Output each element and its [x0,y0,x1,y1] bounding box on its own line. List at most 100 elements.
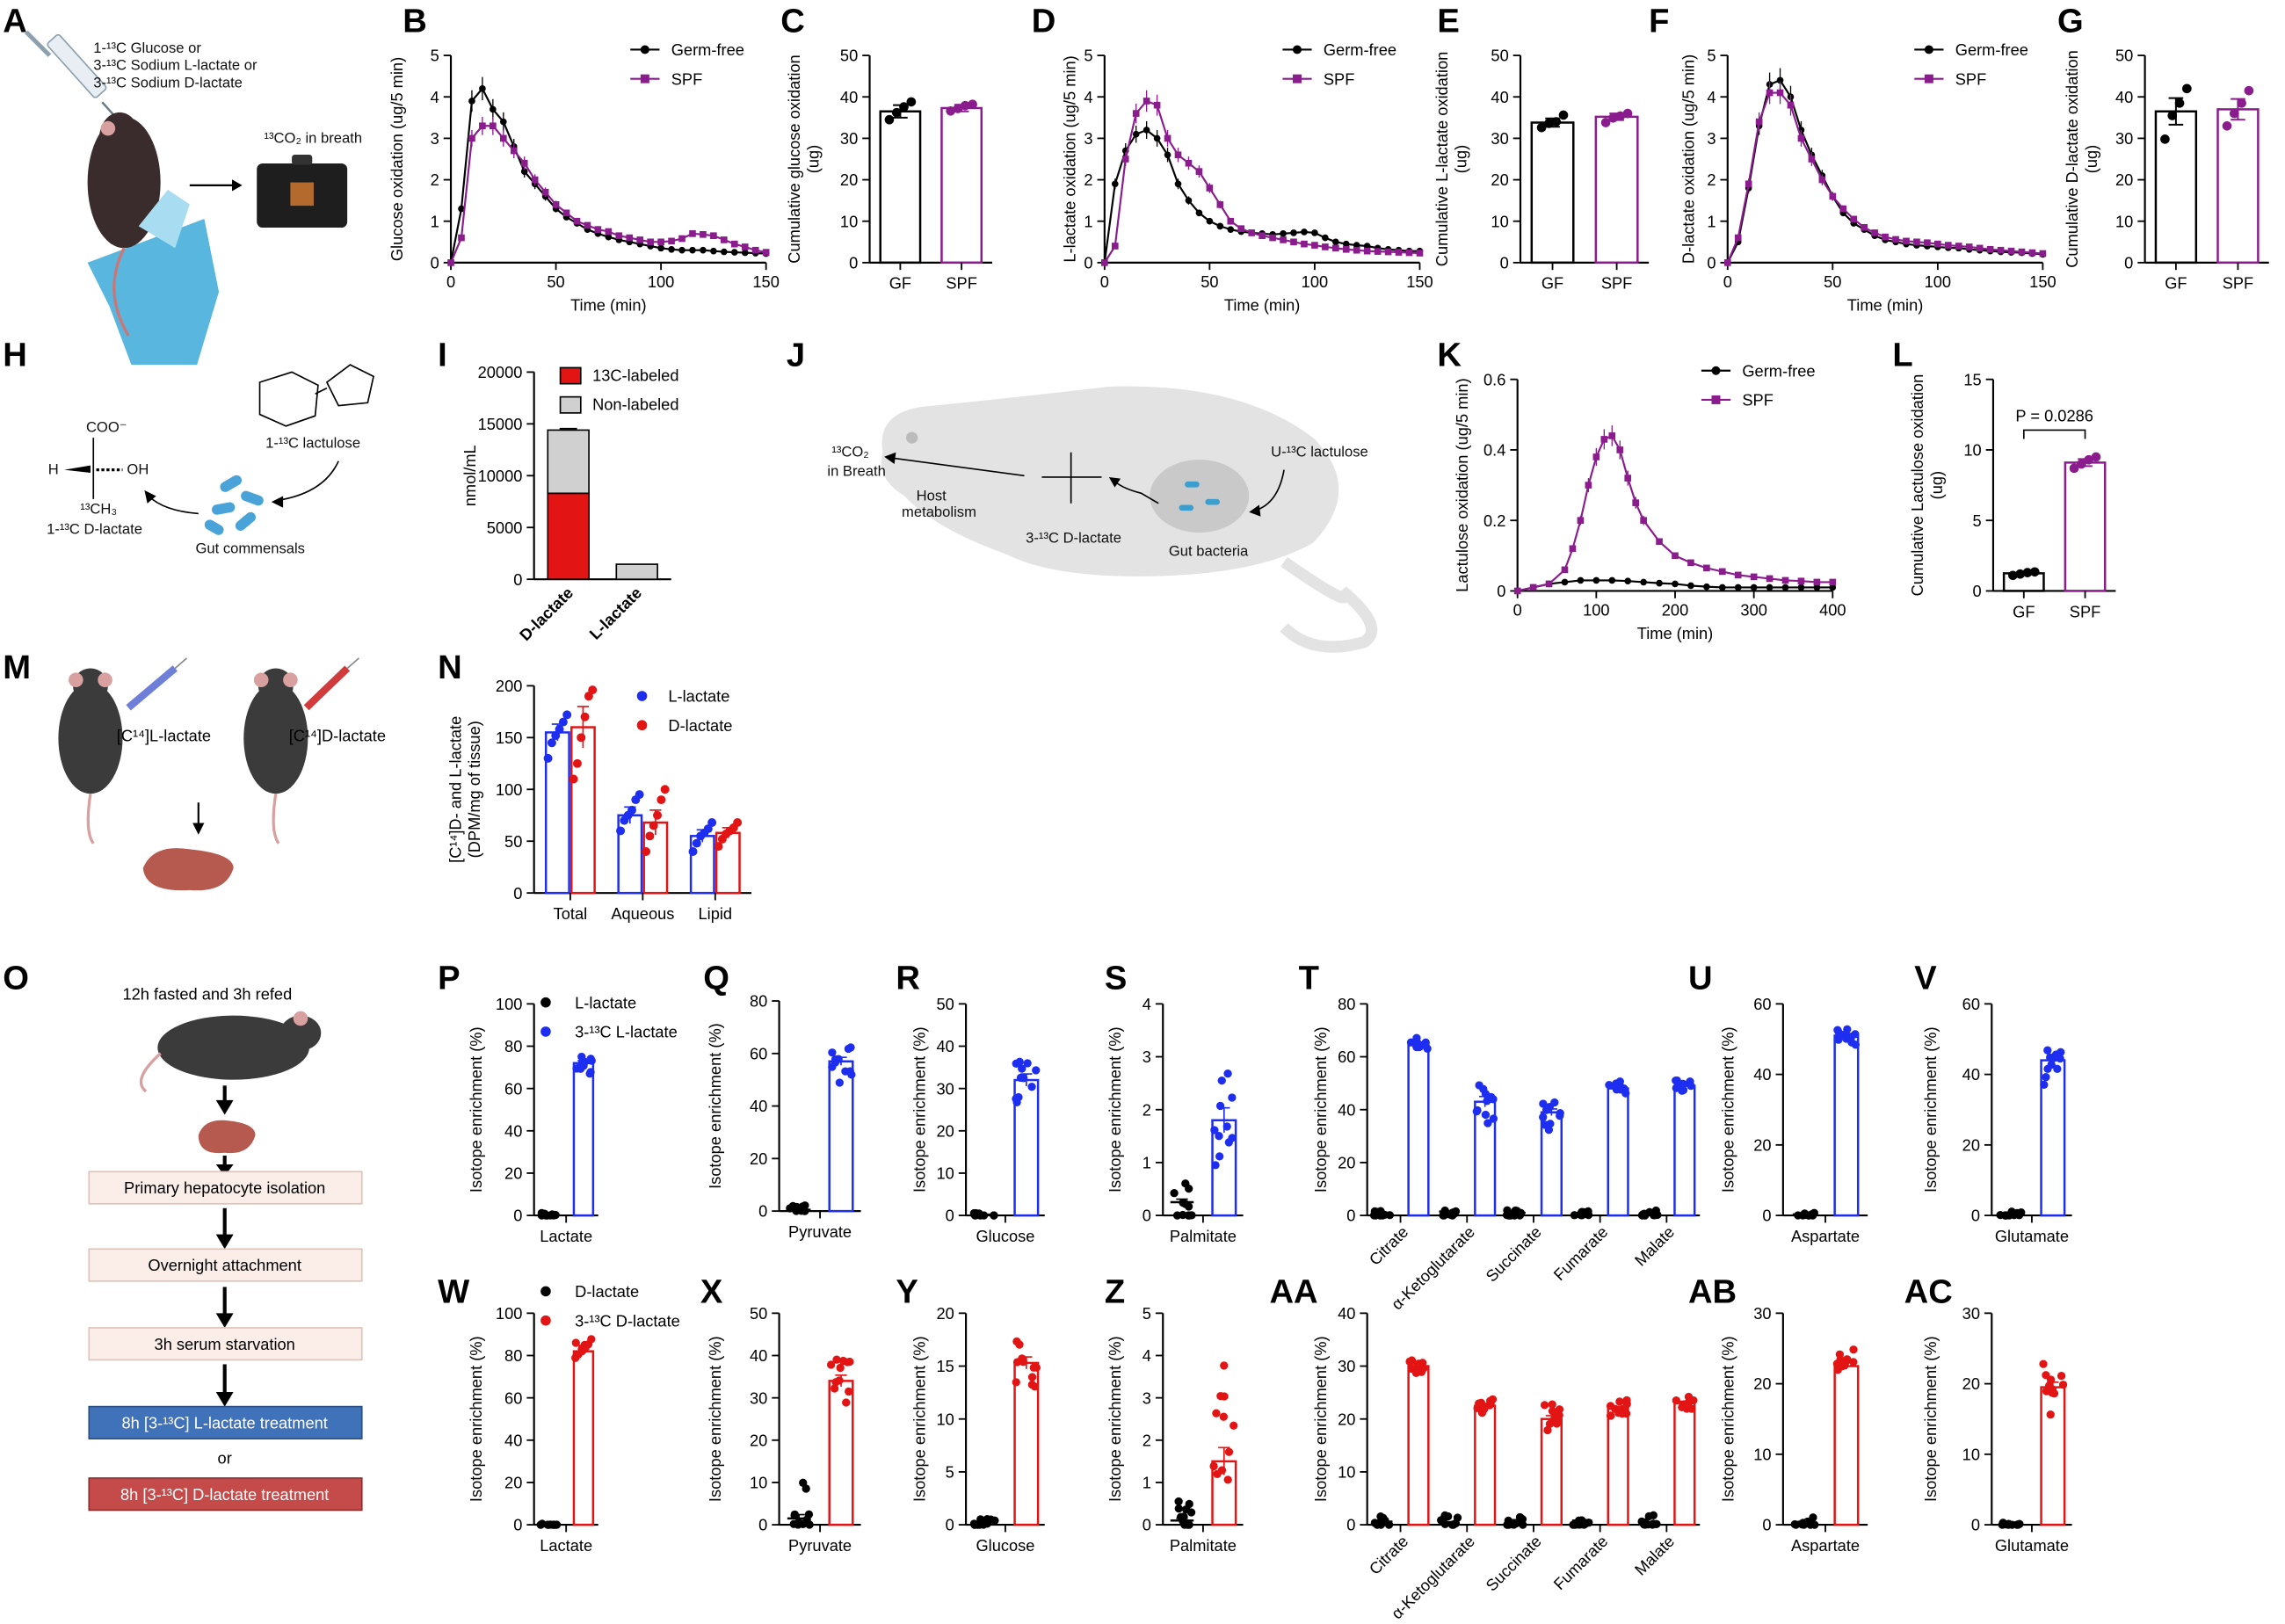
data-point [1121,156,1129,163]
x-tick-label: Glucose [976,1227,1034,1245]
legend-marker [636,720,648,731]
data-point [1624,577,1632,585]
y-tick-label: 0 [1142,1207,1151,1225]
data-point [1405,249,1413,257]
in-breath-label: in Breath [827,462,885,479]
y-tick-label: 1 [1084,212,1092,230]
data-point [537,1211,547,1220]
data-point [1480,1404,1489,1414]
chart-v: 0 20 40 60 Isotope enrichment (%) V Glutamate [1914,960,2072,1245]
data-point [1672,1076,1681,1085]
data-point [1606,1402,1615,1410]
y-tick-label: 30 [1753,1304,1771,1323]
y-tick-label: 0 [1762,1516,1771,1534]
y-axis-title: (ug) [803,145,822,173]
data-point [1374,248,1382,255]
data-point [627,805,636,815]
y-tick-label: 0 [513,1207,522,1225]
data-point [1395,249,1403,256]
legend-label: 3-¹³C L-lactate [575,1023,678,1041]
treatment-d-box [88,1477,363,1512]
step-2-label: Overnight attachment [148,1256,301,1274]
data-point [653,810,663,820]
panel-letter: N [438,649,462,686]
data-point [710,232,717,240]
data-point [636,236,644,243]
data-point [1641,1211,1650,1220]
data-point [1882,233,1889,241]
data-point [1640,578,1647,586]
data-point [1776,89,1784,97]
y-axis-title: Cumulative glucose oxidation [785,54,803,263]
data-point [1554,1417,1563,1426]
data-point [657,244,664,252]
data-point [1540,1401,1549,1410]
data-point [1237,225,1245,233]
data-point [1423,1044,1432,1053]
data-point [569,774,578,784]
h-label: H [48,461,59,478]
x-tick-label: GF [2013,602,2035,620]
x-tick-label: SPF [2070,602,2100,620]
data-point [946,105,955,116]
x-tick-label: 50 [547,272,564,291]
x-tick-label: Palmitate [1170,1536,1237,1555]
data-point [1766,89,1774,97]
data-point [1209,1461,1218,1471]
bar [1833,1365,1860,1526]
treatment-l-box [88,1405,363,1439]
y-tick-label: 0 [758,1516,767,1534]
y-tick-label: 0.2 [1483,511,1505,530]
bar [940,106,983,265]
data-point [580,712,590,721]
data-point [1829,584,1837,591]
legend-marker [636,691,648,701]
data-point [468,134,475,142]
data-point [1539,1099,1548,1108]
chart-i: 0 5000 10000 15000 20000 nmol/mL I D-lactate L-l… [438,337,678,644]
bar [1607,1087,1629,1217]
data-point [1861,223,1868,231]
y-tick-label: 40 [1491,88,1508,106]
data-point [1577,517,1585,525]
y-tick-label: 2 [1142,1431,1151,1449]
x-tick-label: Malate [1631,1532,1679,1579]
data-point [1206,185,1214,192]
x-tick-label: Aspartate [1791,1227,1860,1245]
legend-label: D-lactate [668,716,732,735]
o-liver-icon [198,1120,256,1154]
data-point [510,147,518,155]
y-tick-label: 5 [1084,47,1092,65]
tracer-line-3: 3-¹³C Sodium D-lactate [93,75,243,91]
y-tick-label: 5 [1142,1304,1151,1323]
data-point [1301,228,1308,236]
panel-letter: S [1105,960,1127,997]
y-tick-label: 20 [937,1121,954,1140]
data-point [1687,582,1694,590]
data-point [906,97,917,107]
panel-letter: Z [1105,1273,1125,1311]
data-point [2084,454,2094,465]
y-tick-label: 0 [758,1202,767,1221]
data-point [721,248,728,256]
step-2-box [88,1248,363,1282]
data-point [1585,1519,1593,1527]
y-axis-title: Isotope enrichment (%) [1718,1336,1737,1502]
y-axis-title: Isotope enrichment (%) [910,1026,929,1193]
data-point [1551,117,1562,127]
data-point [1019,1074,1028,1083]
data-point [689,230,696,237]
data-point [1548,1400,1556,1409]
x-tick-label: Lipid [699,904,733,923]
data-point [1437,1516,1446,1525]
legend-swatch [559,395,582,414]
data-point [587,1335,596,1344]
data-point [751,246,759,254]
data-point [1164,134,1172,142]
data-point [1023,1059,1032,1068]
y-tick-label: 3 [1142,1388,1151,1407]
legend-marker [1293,45,1302,54]
series-line-germ-free [1103,128,1420,264]
y-tick-label: 0 [1497,582,1505,600]
data-point [1833,1026,1842,1034]
